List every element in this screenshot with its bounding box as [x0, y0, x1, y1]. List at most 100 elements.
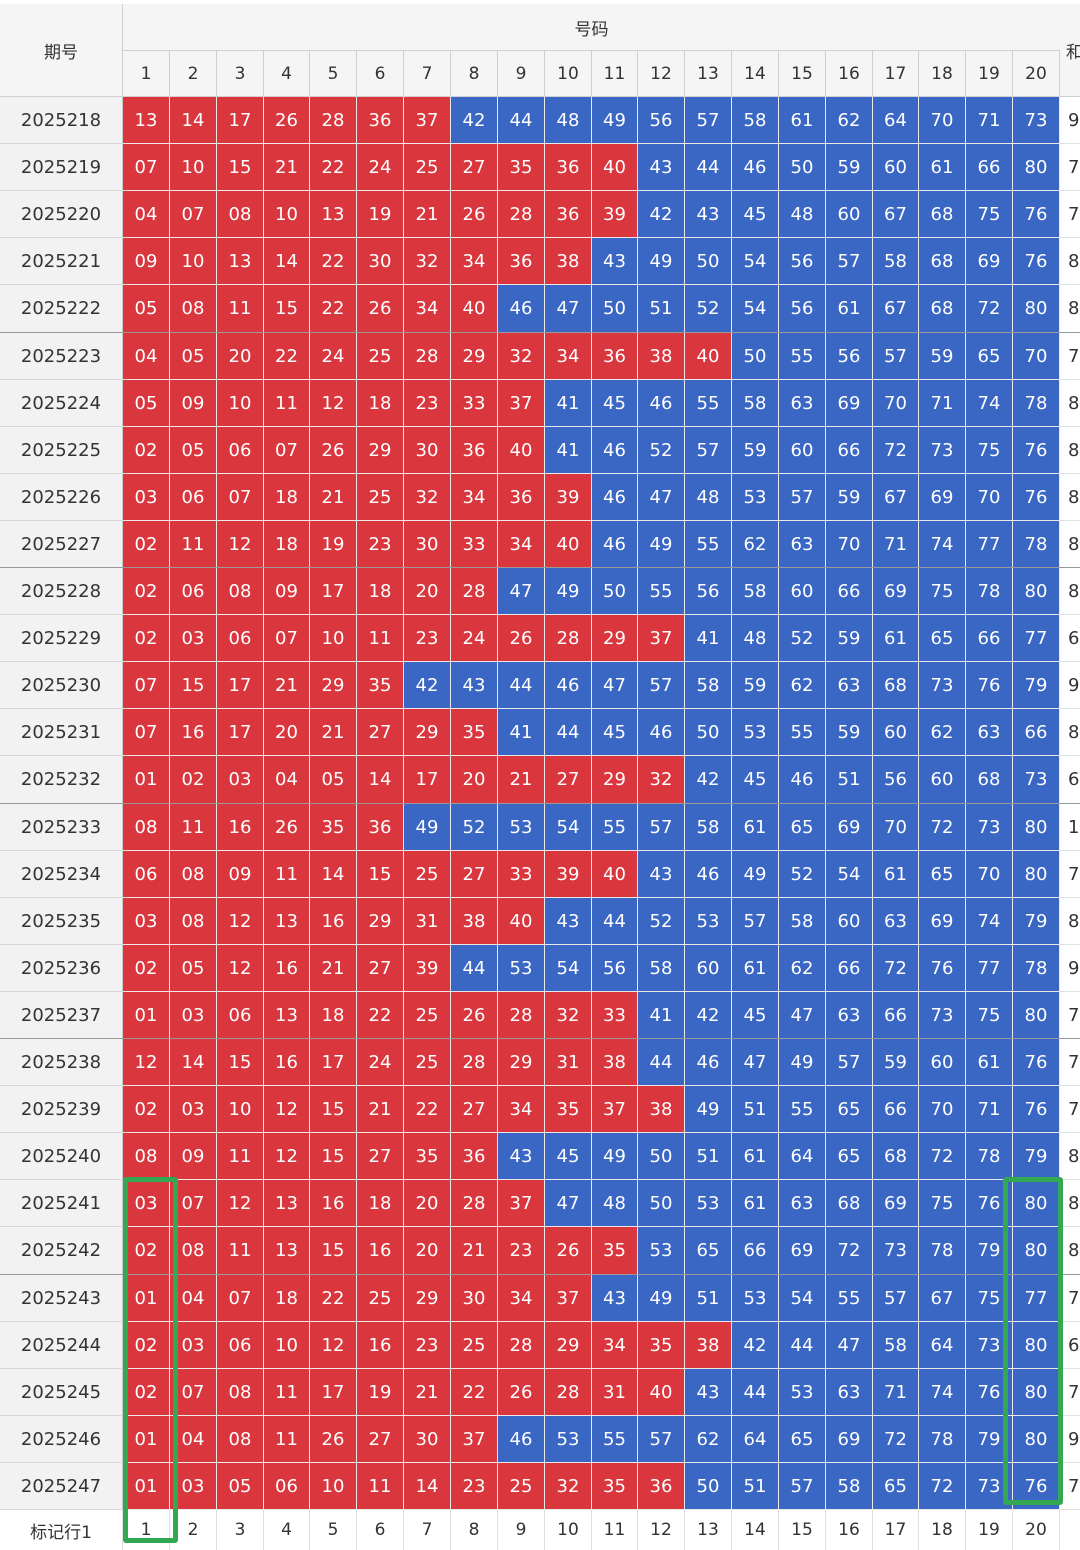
number-cell: 12	[123, 1039, 170, 1086]
number-cell: 26	[451, 992, 498, 1039]
number-cell: 63	[826, 1369, 873, 1416]
number-cell: 60	[779, 568, 826, 615]
marker-cell[interactable]: 9	[498, 1510, 545, 1550]
marker-cell[interactable]: 17	[873, 1510, 919, 1550]
number-cell: 74	[919, 1369, 966, 1416]
number-cell: 47	[545, 285, 592, 333]
number-cell: 29	[404, 709, 451, 756]
number-cell: 30	[451, 1275, 498, 1322]
sum-cell: 7	[1060, 1086, 1080, 1133]
marker-cell[interactable]: 1	[123, 1510, 170, 1550]
number-cell: 25	[404, 992, 451, 1039]
number-cell: 43	[685, 1369, 732, 1416]
column-header[interactable]: 9	[498, 51, 545, 97]
marker-cell[interactable]: 6	[357, 1510, 404, 1550]
number-cell: 08	[123, 1133, 170, 1180]
number-cell: 78	[966, 568, 1013, 615]
number-cell: 09	[170, 380, 217, 427]
column-header[interactable]: 18	[919, 51, 966, 97]
period-cell: 2025244	[0, 1322, 123, 1369]
column-header[interactable]: 20	[1013, 51, 1060, 97]
number-cell: 64	[732, 1416, 779, 1463]
column-header[interactable]: 4	[264, 51, 310, 97]
column-header[interactable]: 19	[966, 51, 1013, 97]
number-cell: 31	[545, 1039, 592, 1086]
marker-cell[interactable]: 5	[310, 1510, 357, 1550]
period-cell: 2025241	[0, 1180, 123, 1227]
number-cell: 76	[1013, 1086, 1060, 1133]
marker-cell[interactable]: 3	[217, 1510, 264, 1550]
column-header[interactable]: 15	[779, 51, 826, 97]
number-cell: 20	[404, 1227, 451, 1275]
number-cell: 68	[873, 1133, 919, 1180]
marker-cell[interactable]: 8	[451, 1510, 498, 1550]
number-cell: 01	[123, 756, 170, 804]
number-cell: 19	[357, 1369, 404, 1416]
number-cell: 76	[919, 945, 966, 992]
number-cell: 24	[357, 1039, 404, 1086]
marker-cell[interactable]: 16	[826, 1510, 873, 1550]
column-header[interactable]: 3	[217, 51, 264, 97]
column-header[interactable]: 10	[545, 51, 592, 97]
column-header[interactable]: 14	[732, 51, 779, 97]
period-header[interactable]: 期号	[0, 4, 123, 97]
column-header[interactable]: 1	[123, 51, 170, 97]
number-cell: 61	[826, 285, 873, 333]
number-cell: 46	[685, 1039, 732, 1086]
marker-cell[interactable]: 13	[685, 1510, 732, 1550]
column-header[interactable]: 11	[592, 51, 638, 97]
number-cell: 41	[685, 615, 732, 662]
number-cell: 11	[264, 380, 310, 427]
sum-header[interactable]: 和	[1060, 4, 1080, 97]
number-cell: 53	[732, 1275, 779, 1322]
column-header[interactable]: 13	[685, 51, 732, 97]
period-cell: 2025233	[0, 804, 123, 851]
sum-cell: 8	[1060, 380, 1080, 427]
number-cell: 26	[498, 615, 545, 662]
column-header[interactable]: 8	[451, 51, 498, 97]
number-cell: 62	[779, 945, 826, 992]
sum-cell: 8	[1060, 285, 1080, 333]
column-header[interactable]: 2	[170, 51, 217, 97]
marker-cell[interactable]: 14	[732, 1510, 779, 1550]
number-cell: 25	[404, 851, 451, 898]
marker-cell[interactable]: 7	[404, 1510, 451, 1550]
number-cell: 17	[217, 709, 264, 756]
column-header[interactable]: 6	[357, 51, 404, 97]
number-cell: 45	[592, 380, 638, 427]
number-cell: 46	[732, 144, 779, 191]
marker-cell[interactable]: 15	[779, 1510, 826, 1550]
number-cell: 27	[357, 945, 404, 992]
column-header[interactable]: 5	[310, 51, 357, 97]
number-cell: 21	[357, 1086, 404, 1133]
number-cell: 69	[826, 1416, 873, 1463]
number-cell: 32	[404, 474, 451, 521]
marker-cell[interactable]: 10	[545, 1510, 592, 1550]
number-cell: 02	[123, 615, 170, 662]
marker-cell[interactable]: 20	[1013, 1510, 1060, 1550]
number-cell: 45	[732, 756, 779, 804]
marker-cell[interactable]: 4	[264, 1510, 310, 1550]
number-cell: 08	[170, 898, 217, 945]
marker-cell[interactable]: 12	[638, 1510, 685, 1550]
number-cell: 50	[592, 285, 638, 333]
number-cell: 12	[264, 1086, 310, 1133]
number-cell: 62	[919, 709, 966, 756]
marker-cell[interactable]: 11	[592, 1510, 638, 1550]
marker-cell[interactable]: 19	[966, 1510, 1013, 1550]
number-cell: 36	[545, 191, 592, 238]
number-cell: 66	[826, 945, 873, 992]
number-cell: 55	[685, 380, 732, 427]
number-cell: 13	[310, 191, 357, 238]
column-header[interactable]: 7	[404, 51, 451, 97]
column-header[interactable]: 17	[873, 51, 919, 97]
period-cell: 2025222	[0, 285, 123, 333]
marker-cell[interactable]: 18	[919, 1510, 966, 1550]
number-cell: 18	[357, 380, 404, 427]
number-cell: 35	[498, 144, 545, 191]
column-header[interactable]: 12	[638, 51, 685, 97]
number-cell: 49	[685, 1086, 732, 1133]
number-cell: 53	[685, 1180, 732, 1227]
column-header[interactable]: 16	[826, 51, 873, 97]
number-cell: 40	[592, 144, 638, 191]
